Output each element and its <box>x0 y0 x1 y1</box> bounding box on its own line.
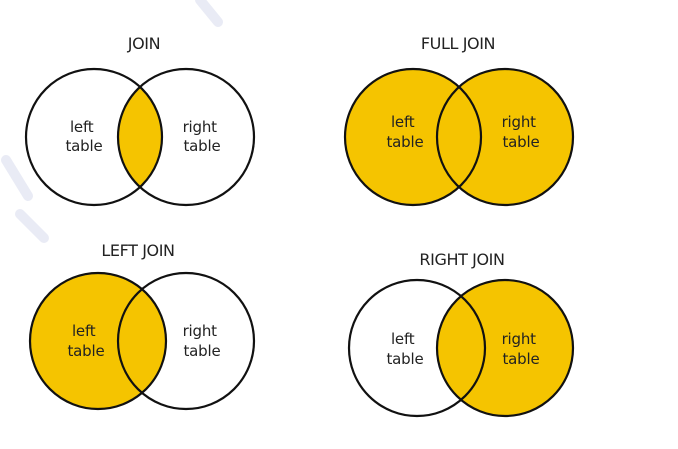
full-join-left-circle <box>343 67 483 207</box>
left-join-left-label: left table <box>68 322 105 360</box>
join-right-label: right table <box>183 118 222 155</box>
full-join-title: FULL JOIN <box>421 34 495 53</box>
left-join-right-circle <box>116 271 256 411</box>
right-join-right-label: right table <box>502 330 541 368</box>
join-diagram: JOIN left table right table <box>24 34 256 207</box>
watermark <box>1 0 223 243</box>
full-join-right-label: right table <box>502 113 541 151</box>
right-join-title: RIGHT JOIN <box>419 250 504 269</box>
left-join-right-label: right table <box>183 322 222 360</box>
full-join-left-label: left table <box>387 113 424 151</box>
right-join-right-circle <box>435 278 575 418</box>
left-join-left-circle <box>28 271 168 411</box>
join-title: JOIN <box>127 34 160 53</box>
right-join-diagram: RIGHT JOIN left table right table <box>347 250 575 418</box>
right-join-right-fill <box>437 280 573 416</box>
left-join-title: LEFT JOIN <box>101 241 174 260</box>
full-join-diagram: FULL JOIN left table right table <box>343 34 575 207</box>
join-right-circle <box>116 67 256 207</box>
right-join-left-label: left table <box>387 330 424 368</box>
right-join-left-circle <box>347 278 487 418</box>
full-join-right-circle <box>435 67 575 207</box>
left-join-left-fill <box>30 273 166 409</box>
join-left-label: left table <box>66 118 103 155</box>
left-join-diagram: LEFT JOIN left table right table <box>28 241 256 411</box>
join-left-circle <box>24 67 164 207</box>
